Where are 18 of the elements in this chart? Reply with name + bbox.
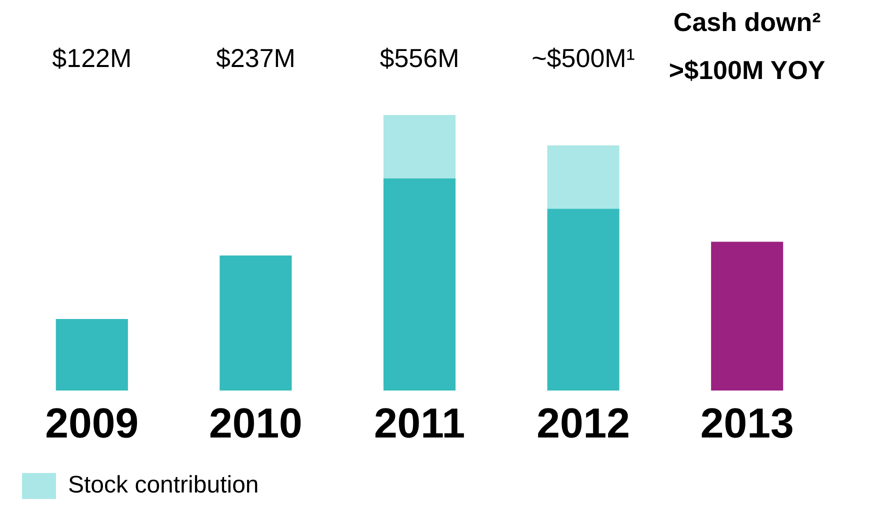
text: ~$500M¹ [532,43,636,74]
text: $122M [52,43,132,74]
bar [220,256,292,391]
bar [383,115,456,178]
x-tick-label: 2011 [374,399,466,446]
legend-label: Stock contribution [68,472,259,499]
x-tick-label: 2012 [536,399,630,446]
x-tick-label: 2009 [45,399,139,446]
bar [547,145,620,209]
text: Cash down² >$100M YOY [668,7,826,86]
bar [383,178,456,391]
bar [56,318,128,391]
x-tick-label: 2010 [208,399,302,446]
x-tick-label: 2013 [700,399,794,446]
text: $237M [216,43,296,74]
bar [711,242,784,391]
bar [547,208,620,391]
text: $556M [380,43,460,74]
